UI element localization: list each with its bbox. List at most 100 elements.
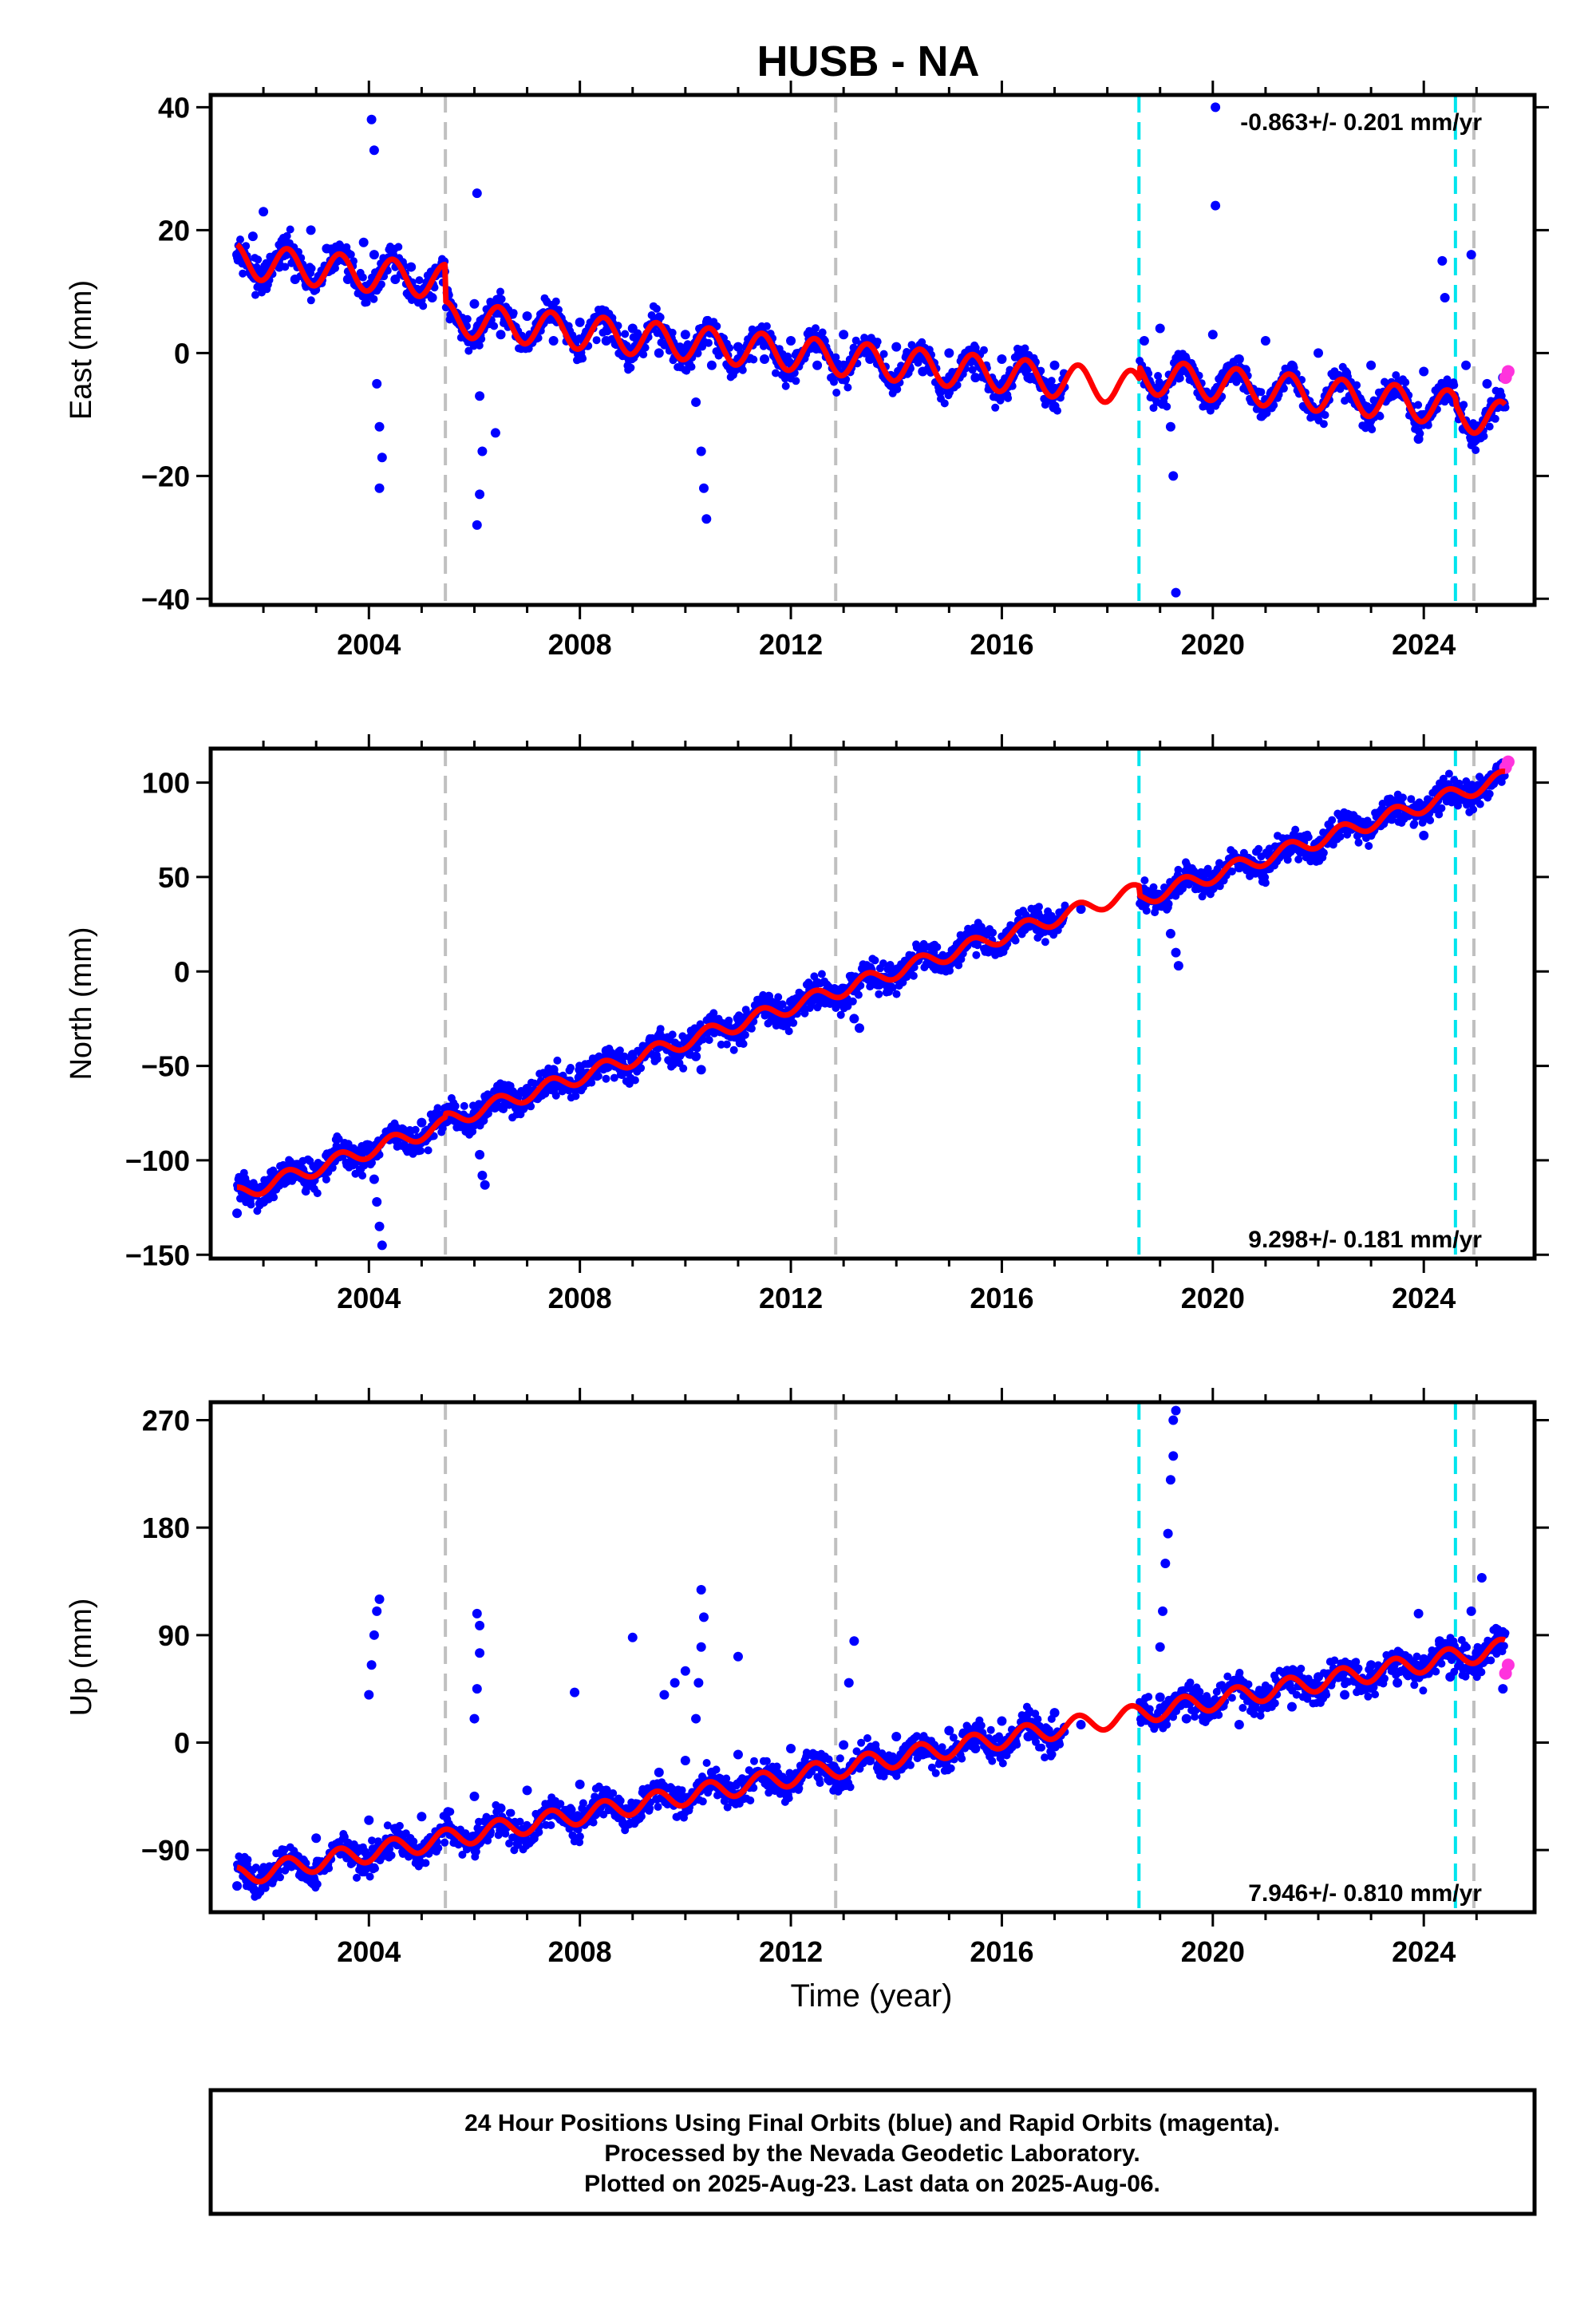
final-data-point bbox=[891, 342, 902, 352]
final-data-point bbox=[421, 1859, 430, 1867]
final-data-point bbox=[865, 354, 875, 365]
final-data-point bbox=[1053, 406, 1061, 415]
final-data-point bbox=[970, 373, 981, 383]
final-data-point bbox=[247, 231, 258, 242]
north-final-cloud bbox=[233, 758, 1510, 1215]
final-data-point bbox=[627, 1049, 638, 1060]
final-data-point bbox=[490, 322, 499, 330]
final-data-point bbox=[679, 1064, 688, 1073]
y-tick-label: 20 bbox=[158, 214, 190, 247]
final-data-point bbox=[387, 1851, 396, 1860]
final-data-point bbox=[601, 335, 611, 346]
final-data-point bbox=[460, 1101, 468, 1110]
final-data-point bbox=[411, 1125, 420, 1134]
final-data-point bbox=[781, 381, 790, 390]
final-data-point bbox=[232, 250, 243, 260]
east-rate-label: -0.863+/- 0.201 mm/yr bbox=[1240, 109, 1482, 136]
final-data-point bbox=[417, 1146, 425, 1155]
final-data-point bbox=[522, 311, 532, 322]
final-data-point bbox=[522, 1084, 532, 1093]
final-data-point bbox=[1497, 392, 1506, 400]
final-data-point bbox=[812, 360, 823, 370]
final-data-point bbox=[1011, 936, 1020, 945]
outlier-data-point bbox=[691, 1051, 701, 1061]
final-data-point bbox=[786, 997, 796, 1007]
outlier-data-point bbox=[849, 1014, 859, 1024]
east-panel: 2004 2008 2012 2016 2020 2024−40−2002040East … bbox=[65, 81, 1549, 661]
final-data-point bbox=[328, 1164, 337, 1172]
final-data-point bbox=[940, 399, 949, 408]
final-data-point bbox=[331, 264, 339, 272]
final-data-point bbox=[704, 338, 713, 347]
final-data-point bbox=[451, 1101, 460, 1110]
final-data-point bbox=[725, 344, 734, 352]
final-data-point bbox=[741, 1006, 750, 1014]
final-data-point bbox=[1047, 377, 1056, 385]
final-data-point bbox=[496, 1084, 506, 1093]
final-data-point bbox=[307, 264, 316, 273]
outlier-data-point bbox=[1419, 830, 1429, 840]
final-data-point bbox=[654, 1803, 662, 1811]
final-data-point bbox=[1155, 323, 1165, 334]
outlier-data-point bbox=[377, 453, 387, 463]
final-data-point bbox=[1270, 401, 1278, 409]
rapid-data-point bbox=[1501, 365, 1515, 378]
x-tick-label: 2012 bbox=[759, 1282, 823, 1314]
final-data-point bbox=[812, 978, 823, 988]
final-data-point bbox=[656, 313, 665, 322]
final-data-point bbox=[1163, 402, 1171, 411]
final-data-point bbox=[1254, 844, 1263, 853]
x-tick-label: 2016 bbox=[970, 1282, 1033, 1314]
final-data-point bbox=[415, 276, 424, 285]
outlier-data-point bbox=[1437, 255, 1448, 266]
final-data-point bbox=[1142, 907, 1151, 915]
final-data-point bbox=[579, 354, 587, 363]
final-data-point bbox=[306, 225, 316, 235]
final-data-point bbox=[879, 350, 888, 358]
final-data-point bbox=[1261, 879, 1270, 887]
final-data-point bbox=[313, 1879, 322, 1888]
final-data-point bbox=[968, 366, 977, 374]
final-data-point bbox=[1234, 354, 1244, 365]
final-data-point bbox=[705, 1036, 713, 1045]
final-data-point bbox=[1023, 373, 1033, 383]
x-tick-label: 2020 bbox=[1181, 628, 1245, 661]
final-data-point bbox=[1461, 360, 1472, 370]
final-data-point bbox=[1365, 842, 1373, 850]
outlier-data-point bbox=[477, 446, 488, 456]
outlier-data-point bbox=[475, 1149, 485, 1160]
final-data-point bbox=[1353, 381, 1361, 389]
final-data-point bbox=[989, 928, 998, 937]
final-data-point bbox=[362, 298, 371, 307]
final-data-point bbox=[772, 369, 780, 377]
final-data-point bbox=[589, 1818, 598, 1827]
outlier-data-point bbox=[696, 1065, 706, 1075]
final-data-point bbox=[733, 1014, 743, 1024]
final-data-point bbox=[1140, 876, 1149, 885]
final-data-point bbox=[616, 1796, 625, 1805]
final-data-point bbox=[322, 1175, 330, 1184]
x-tick-label: 2008 bbox=[548, 1282, 612, 1314]
final-data-point bbox=[706, 1012, 717, 1022]
final-data-point bbox=[784, 1794, 793, 1803]
final-data-point bbox=[247, 1200, 255, 1209]
final-data-point bbox=[741, 1030, 749, 1039]
final-data-point bbox=[1479, 432, 1488, 441]
y-tick-label: 50 bbox=[158, 861, 190, 894]
final-data-point bbox=[1164, 899, 1173, 908]
north-y-axis-label: North (mm) bbox=[65, 927, 98, 1080]
outlier-data-point bbox=[1171, 587, 1181, 598]
outlier-data-point bbox=[377, 1240, 387, 1251]
final-data-point bbox=[706, 360, 717, 370]
outlier-data-point bbox=[475, 489, 485, 500]
final-data-point bbox=[427, 293, 437, 303]
final-data-point bbox=[358, 237, 369, 247]
final-data-point bbox=[433, 1104, 442, 1113]
final-data-point bbox=[1328, 816, 1337, 824]
final-data-point bbox=[601, 1045, 611, 1056]
outlier-data-point bbox=[472, 520, 482, 530]
chart-title: HUSB - NA bbox=[757, 38, 980, 85]
final-data-point bbox=[653, 1054, 662, 1063]
final-data-point bbox=[641, 343, 650, 352]
y-tick-label: 40 bbox=[158, 91, 190, 124]
